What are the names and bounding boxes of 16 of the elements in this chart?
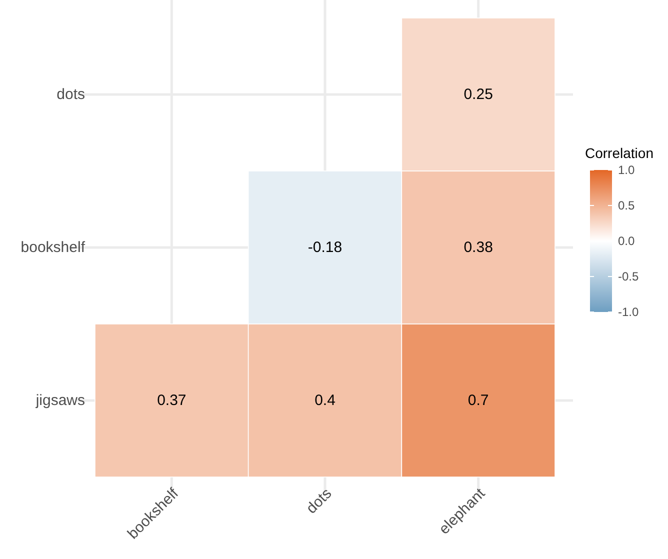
data-label: 0.25 [464, 86, 493, 103]
x-tick-label: dots [303, 485, 336, 518]
color-bar-label: 1.0 [618, 163, 636, 177]
y-tick-label: dots [56, 86, 85, 103]
y-tick-label: bookshelf [20, 239, 86, 256]
color-bar-label: -1.0 [618, 305, 640, 319]
color-bar-title: Correlation [585, 145, 654, 161]
color-bar-label: 0.0 [618, 234, 636, 248]
data-label: 0.7 [468, 392, 489, 409]
data-label: -0.18 [308, 239, 342, 256]
color-bar-label: -0.5 [618, 270, 640, 284]
data-label: 0.38 [464, 239, 493, 256]
data-label: 0.37 [157, 392, 186, 409]
color-bar-label: 0.5 [618, 198, 636, 212]
data-label: 0.4 [314, 392, 336, 409]
y-tick-label: jigsaws [34, 392, 85, 409]
